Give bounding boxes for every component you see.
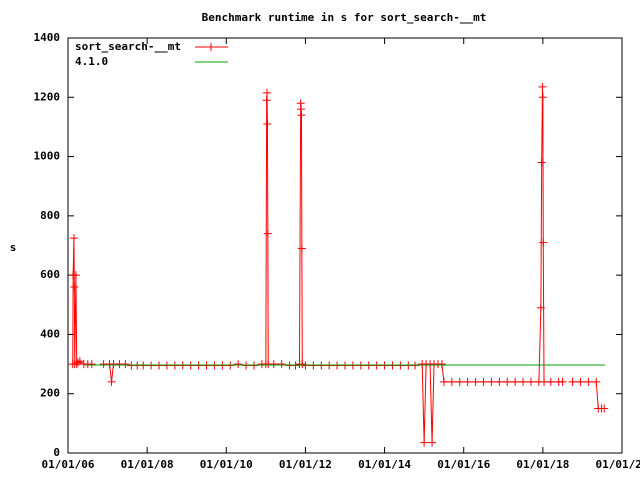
data-point [537,158,546,167]
data-point [411,361,420,370]
data-point [439,377,448,386]
data-point [380,361,389,370]
data-point [121,360,130,369]
data-point [388,361,397,370]
data-point [194,361,203,370]
data-point [71,271,80,280]
x-tick-label: 01/01/18 [516,458,569,471]
data-point [269,360,278,369]
data-point [600,404,609,413]
data-point [202,361,211,370]
data-point [503,377,512,386]
chart-title: Benchmark runtime in s for sort_search-_… [202,11,487,24]
data-point [511,377,520,386]
data-point [170,361,179,370]
data-point [107,377,116,386]
data-point [455,377,464,386]
data-point [592,377,601,386]
x-tick-label: 01/01/10 [200,458,253,471]
data-point [301,361,310,370]
data-point [263,119,272,128]
y-tick-label: 1200 [34,90,61,103]
x-tick-label: 01/01/14 [358,458,411,471]
data-point [420,438,429,447]
data-point [372,361,381,370]
data-point [471,377,480,386]
x-tick-label: 01/01/06 [42,458,95,471]
data-point [479,377,488,386]
data-point [262,96,271,105]
data-point [291,361,300,370]
x-tick-label: 01/01/20 [596,458,640,471]
data-point [317,361,326,370]
plot-border [67,37,623,454]
data-point [147,361,156,370]
data-point [584,377,593,386]
data-point [396,361,405,370]
data-point [249,361,258,370]
data-point [364,361,373,370]
data-point [218,361,227,370]
data-point [309,361,318,370]
data-point [536,303,545,312]
data-point [297,244,306,253]
y-axis-label: s [10,241,17,254]
data-point [277,360,286,369]
data-point [463,377,472,386]
data-point [263,88,272,97]
y-tick-label: 1000 [34,150,61,163]
data-point [538,93,547,102]
data-point [526,377,535,386]
legend-label: sort_search-__mt [75,40,181,53]
y-tick-label: 1400 [34,31,61,44]
data-point [495,377,504,386]
data-point [540,377,549,386]
data-point [70,283,79,291]
data-point [210,361,219,370]
data-point [139,361,148,370]
data-point [178,361,187,370]
data-point [87,360,96,369]
data-point [404,361,413,370]
data-point [263,229,272,238]
data-point [437,360,446,369]
data-point [234,360,243,369]
data-point [546,377,555,386]
data-point [325,361,334,370]
data-point [341,361,349,370]
x-tick-label: 01/01/16 [437,458,490,471]
data-point [576,377,585,386]
data-point [428,438,437,447]
data-point [487,377,496,386]
data-point [73,358,82,367]
y-tick-label: 400 [40,327,60,340]
x-tick-label: 01/01/08 [121,458,174,471]
data-point [568,377,577,386]
data-point [162,361,171,370]
data-point [69,234,78,243]
data-point [539,238,548,247]
y-tick-label: 800 [40,209,60,222]
data-point [297,111,306,120]
data-point [242,361,251,370]
data-point [558,377,567,386]
data-point [356,361,365,370]
data-point [519,377,528,386]
legend-label: 4.1.0 [75,55,108,68]
data-point [155,361,164,370]
data-point [226,361,235,370]
data-point [447,377,456,386]
y-tick-label: 600 [40,268,60,281]
data-point [538,82,547,91]
y-tick-label: 200 [40,387,60,400]
y-tick-label: 0 [53,446,60,459]
x-tick-label: 01/01/12 [279,458,332,471]
legend-marker [207,43,215,51]
data-point [348,361,357,370]
data-point [186,361,195,370]
data-point [333,361,342,370]
